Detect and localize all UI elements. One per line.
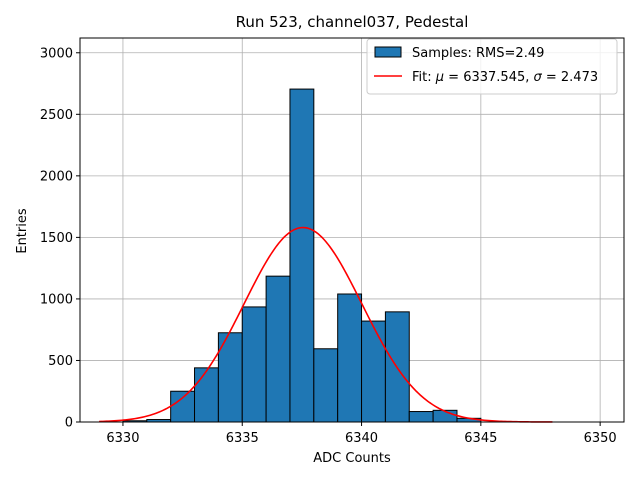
- histogram-bar: [289, 88, 315, 423]
- y-tick-label: 1000: [40, 292, 73, 307]
- y-tick-label: 500: [48, 354, 73, 369]
- histogram-bar: [241, 306, 267, 423]
- x-tick-label: 6350: [584, 431, 617, 446]
- y-tick-label: 0: [65, 416, 73, 431]
- y-tick-label: 1500: [40, 231, 73, 246]
- histogram-bar: [408, 411, 434, 423]
- plot-area: [80, 38, 624, 423]
- histogram-bar: [194, 367, 219, 423]
- x-tick-label: 6345: [464, 431, 497, 446]
- legend-histogram-swatch: [374, 46, 402, 58]
- axes-frame: [79, 37, 625, 423]
- x-tick-label: 6340: [345, 431, 378, 446]
- legend-frame: [366, 38, 618, 95]
- histogram-bar: [361, 320, 386, 423]
- histogram-bar: [265, 275, 291, 423]
- x-axis-label: ADC Counts: [313, 451, 391, 466]
- histogram-bar: [313, 348, 339, 423]
- y-axis-label: Entries: [15, 208, 30, 254]
- y-tick-label: 3000: [40, 46, 73, 61]
- y-tick-label: 2500: [40, 108, 73, 123]
- histogram-bar: [337, 293, 363, 423]
- chart-title: Run 523, channel037, Pedestal: [236, 13, 469, 31]
- y-tick-label: 2000: [40, 169, 73, 184]
- axes: 6330 6335 6340 6345 6350 0 500 1000 1500 2000 2500…: [40, 37, 625, 446]
- fit-curve: [99, 226, 553, 423]
- legend-fit-label: Fit: μ = 6337.545, σ = 2.473: [412, 70, 598, 85]
- legend: Samples: RMS=2.49 Fit: μ = 6337.545, σ =…: [366, 38, 618, 95]
- legend-histogram-label: Samples: RMS=2.49: [412, 46, 544, 61]
- histogram-bar: [170, 390, 196, 423]
- x-tick-label: 6335: [226, 431, 259, 446]
- x-tick-label: 6330: [106, 431, 139, 446]
